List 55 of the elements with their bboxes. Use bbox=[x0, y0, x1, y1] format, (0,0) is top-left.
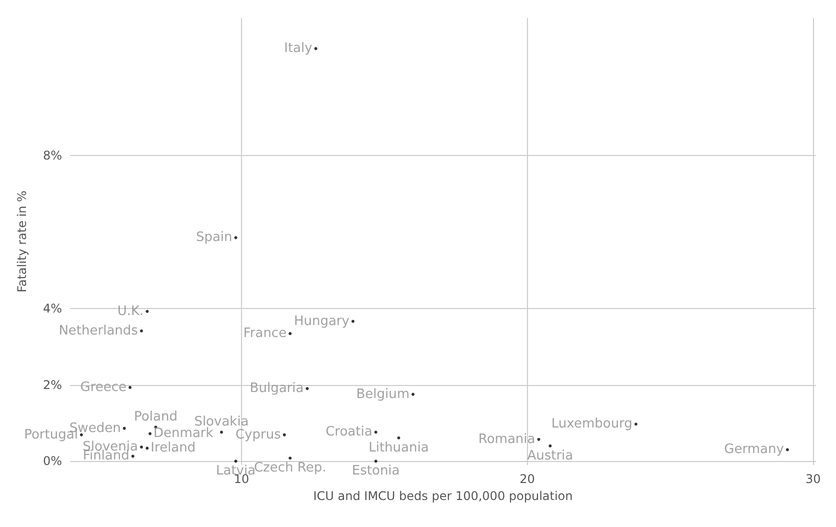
y-tick-label: 0% bbox=[42, 454, 62, 468]
data-label: Belgium bbox=[356, 386, 410, 402]
y-tick-label: 8% bbox=[42, 148, 62, 163]
point bbox=[220, 430, 223, 434]
point bbox=[234, 236, 238, 240]
data-label: Romania bbox=[478, 432, 536, 447]
point bbox=[140, 329, 143, 332]
point bbox=[548, 444, 552, 448]
data-label: Germany bbox=[724, 442, 784, 458]
data-label: Denmark bbox=[154, 426, 214, 442]
data-label: Greece bbox=[80, 380, 127, 395]
point bbox=[374, 460, 378, 463]
point bbox=[537, 438, 540, 441]
point bbox=[288, 332, 292, 336]
point bbox=[351, 320, 354, 323]
point bbox=[314, 47, 318, 50]
y-tick-label: 4% bbox=[42, 301, 62, 316]
data-label: Austria bbox=[527, 448, 574, 464]
x-axis-title: ICU and IMCU beds per 100,000 population bbox=[313, 488, 573, 503]
y-tick-label: 2% bbox=[42, 378, 62, 392]
point bbox=[146, 310, 149, 313]
point bbox=[786, 448, 789, 452]
data-label: Bulgaria bbox=[250, 381, 304, 396]
data-label: Cyprus bbox=[235, 427, 282, 442]
data-label: Luxembourg bbox=[551, 416, 632, 432]
point bbox=[131, 454, 134, 458]
data-label: Czech Rep. bbox=[254, 460, 326, 476]
data-label: Hungary bbox=[294, 314, 350, 329]
point bbox=[148, 432, 152, 436]
point bbox=[288, 456, 292, 460]
point bbox=[397, 436, 400, 440]
x-tick-label: 20 bbox=[520, 472, 535, 486]
data-label: Croatia bbox=[326, 424, 372, 440]
point bbox=[80, 433, 83, 436]
data-label: Netherlands bbox=[58, 323, 138, 338]
point bbox=[634, 422, 638, 426]
point bbox=[282, 433, 286, 436]
data-label: U.K. bbox=[117, 304, 144, 319]
y-axis-title: Fatality rate in % bbox=[15, 190, 29, 292]
point bbox=[411, 392, 414, 396]
data-label: Italy bbox=[284, 41, 313, 56]
x-tick-label: 30 bbox=[806, 472, 821, 486]
point bbox=[306, 387, 309, 390]
data-label: Lithuania bbox=[368, 440, 429, 456]
data-label: France bbox=[243, 326, 287, 342]
data-label: Poland bbox=[134, 410, 178, 425]
point bbox=[146, 446, 149, 450]
point bbox=[374, 430, 378, 434]
point bbox=[122, 426, 126, 430]
point bbox=[140, 446, 143, 449]
data-label: Ireland bbox=[150, 440, 196, 456]
data-label: Estonia bbox=[352, 464, 400, 479]
point bbox=[234, 460, 238, 463]
data-label: Spain bbox=[196, 230, 232, 246]
point bbox=[128, 386, 132, 389]
